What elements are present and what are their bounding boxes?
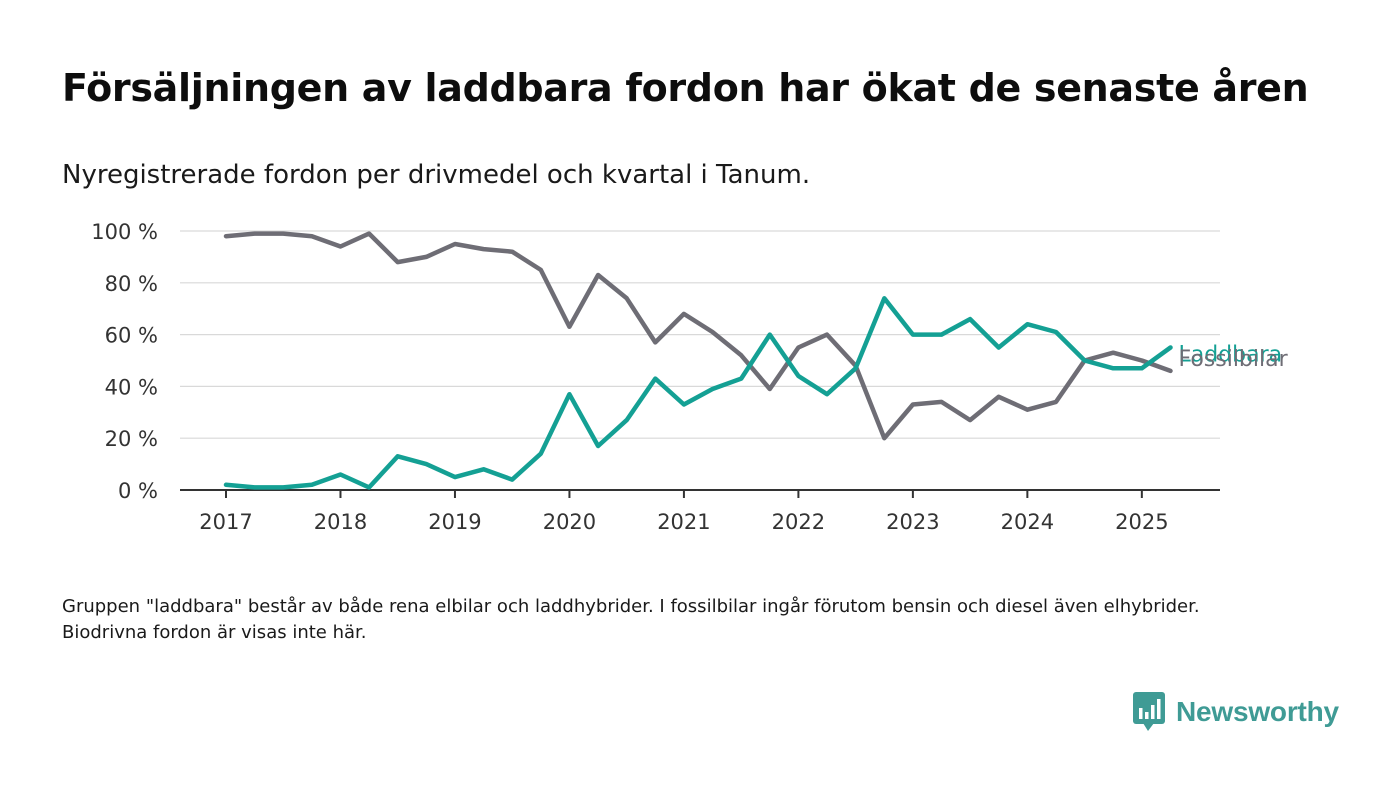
x-tick-label: 2025 — [1115, 510, 1168, 534]
brand-name: Newsworthy — [1176, 696, 1339, 727]
y-tick-label: 60 % — [105, 324, 158, 348]
grid-lines — [180, 230, 1220, 439]
x-tick-label: 2018 — [314, 510, 367, 534]
y-tick-label: 40 % — [105, 375, 158, 399]
footnote: Gruppen "laddbara" består av både rena e… — [62, 596, 1200, 643]
series-label-fossilbilar: Fossilbilar — [1178, 347, 1288, 372]
series-line-laddbara — [223, 296, 1173, 490]
chart-title: Försäljningen av laddbara fordon har öka… — [62, 66, 1309, 110]
line-chart: 0 % 20 % 40 % 60 % 80 % 100 % 2017 2018 2019 202… — [91, 220, 1288, 534]
series-label-laddbara: Laddbara — [1178, 343, 1282, 368]
chart-bubble-icon — [1133, 692, 1165, 731]
x-tick-label: 2022 — [772, 510, 825, 534]
x-tick-label: 2024 — [1001, 510, 1054, 534]
series-lines — [223, 231, 1173, 490]
x-tick-label: 2017 — [199, 510, 252, 534]
x-axis: 2017 2018 2019 2020 2021 2022 2023 2024 2025 — [180, 489, 1220, 534]
x-tick-label: 2020 — [543, 510, 596, 534]
y-tick-label: 100 % — [91, 220, 158, 244]
y-tick-label: 80 % — [105, 272, 158, 296]
y-axis-tick-labels: 0 % 20 % 40 % 60 % 80 % 100 % — [91, 220, 158, 503]
x-tick-label: 2019 — [428, 510, 481, 534]
newsworthy-logo[interactable]: Newsworthy — [1132, 690, 1339, 734]
chart-subtitle: Nyregistrerade fordon per drivmedel och … — [62, 160, 811, 190]
x-tick-label: 2023 — [886, 510, 939, 534]
series-line-fossilbilar — [223, 231, 1173, 441]
x-tick-label: 2021 — [657, 510, 710, 534]
y-tick-label: 20 % — [105, 427, 158, 451]
y-tick-label: 0 % — [118, 479, 158, 503]
